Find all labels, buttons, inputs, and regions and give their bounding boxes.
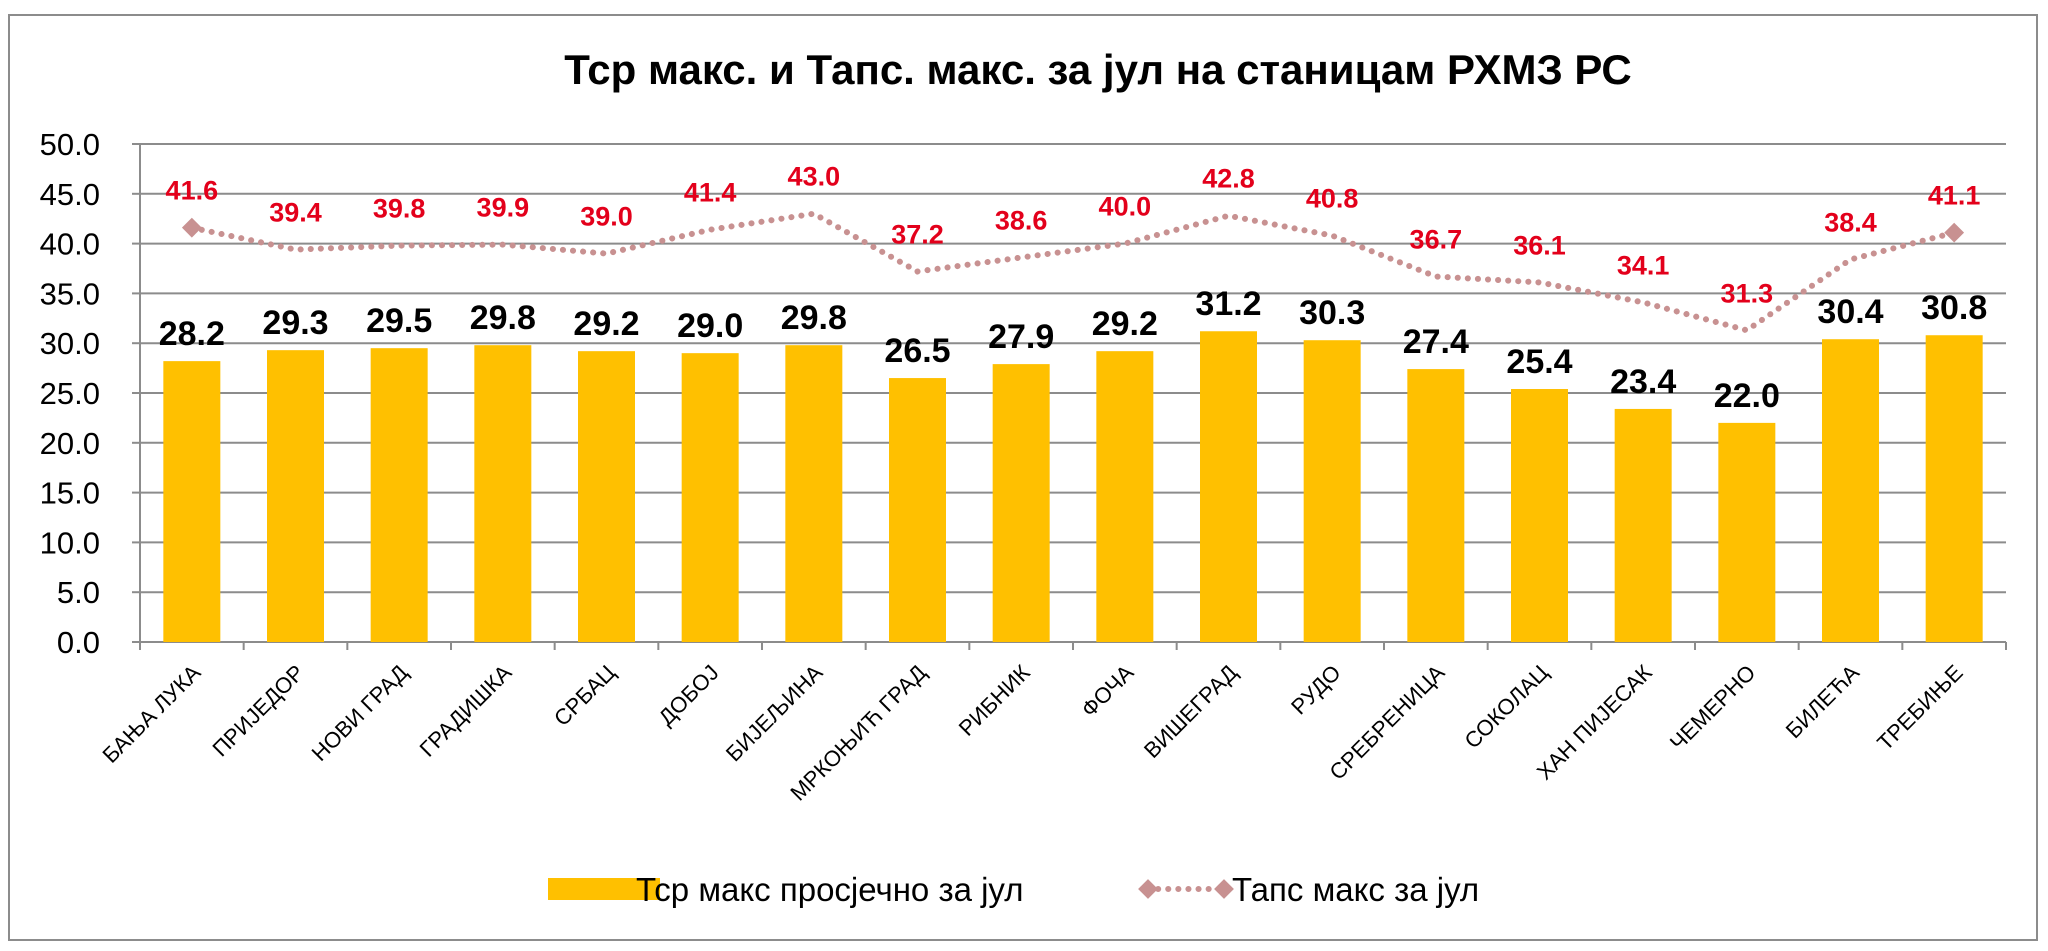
bar bbox=[1614, 408, 1672, 642]
bar bbox=[370, 348, 428, 642]
bar bbox=[163, 361, 221, 642]
bar bbox=[889, 378, 946, 642]
x-category-label: БАЊА ЛУКА bbox=[98, 660, 206, 768]
bar bbox=[578, 351, 635, 642]
x-category-label: БИЈЕЉИНА bbox=[721, 660, 828, 767]
bar-data-label: 30.3 bbox=[1299, 294, 1365, 332]
y-tick-label: 10.0 bbox=[40, 525, 100, 560]
bar bbox=[1407, 369, 1465, 642]
x-category-label: ДОБОЈ bbox=[653, 660, 723, 730]
bar bbox=[1511, 389, 1568, 642]
line-data-label: 40.8 bbox=[1306, 184, 1359, 214]
line-data-label: 38.6 bbox=[995, 206, 1048, 236]
line-data-label: 37.2 bbox=[891, 219, 944, 249]
y-tick-label: 45.0 bbox=[40, 177, 100, 212]
bar-data-label: 25.4 bbox=[1506, 343, 1572, 381]
bar-data-label: 30.4 bbox=[1817, 293, 1883, 331]
line-data-labels: 41.6 39.4 39.8 39.9 39.0 41.4 43.0 37.2 38.6 40.0… bbox=[166, 162, 1981, 309]
x-category-label: ФОЧА bbox=[1076, 660, 1138, 722]
x-category-label: НОВИ ГРАД bbox=[307, 660, 413, 766]
line-data-label: 38.4 bbox=[1824, 208, 1877, 238]
bar-data-label: 27.4 bbox=[1403, 323, 1469, 361]
x-category-label: ПРИЈЕДОР bbox=[207, 660, 309, 762]
line-marker bbox=[181, 217, 202, 238]
bar bbox=[267, 350, 324, 642]
line-marker bbox=[1944, 222, 1965, 243]
line-data-label: 39.9 bbox=[477, 193, 530, 223]
bar bbox=[1925, 335, 1983, 642]
y-tick-label: 20.0 bbox=[40, 426, 100, 461]
y-tick-label: 0.0 bbox=[57, 625, 100, 660]
line-data-label: 31.3 bbox=[1721, 278, 1774, 308]
x-category-label: РУДО bbox=[1286, 660, 1346, 720]
bar-data-label: 29.3 bbox=[262, 304, 328, 342]
bar bbox=[1718, 422, 1776, 642]
bar bbox=[1096, 351, 1154, 642]
bar-data-label: 29.2 bbox=[573, 305, 639, 343]
y-tick-label: 5.0 bbox=[57, 575, 100, 610]
y-tick-label: 25.0 bbox=[40, 376, 100, 411]
x-category-label: ЧЕМЕРНО bbox=[1665, 660, 1760, 755]
bar-series bbox=[163, 331, 1983, 642]
line-data-label: 39.0 bbox=[580, 202, 633, 232]
bar-data-label: 29.5 bbox=[366, 302, 432, 340]
y-tick-label: 35.0 bbox=[40, 276, 100, 311]
bar-data-label: 22.0 bbox=[1714, 377, 1780, 415]
legend: Тср макс просјечно за јул Тапс макс за ју… bbox=[548, 871, 1479, 908]
x-category-label: РИБНИК bbox=[954, 660, 1035, 741]
bar-data-label: 29.8 bbox=[781, 299, 847, 337]
y-tick-label: 15.0 bbox=[40, 476, 100, 511]
legend-line-marker bbox=[1214, 879, 1234, 899]
bar-data-label: 23.4 bbox=[1610, 363, 1676, 401]
bar bbox=[1200, 331, 1257, 642]
line-series bbox=[181, 210, 1965, 334]
x-category-label: СОКОЛАЦ bbox=[1459, 660, 1553, 754]
line-data-label: 41.6 bbox=[166, 176, 219, 206]
legend-line-marker bbox=[1138, 879, 1158, 899]
y-tick-label: 30.0 bbox=[40, 326, 100, 361]
y-tick-label: 50.0 bbox=[40, 127, 100, 162]
bar-data-label: 31.2 bbox=[1195, 285, 1261, 323]
line-data-label: 36.7 bbox=[1410, 224, 1463, 254]
bar bbox=[1822, 339, 1879, 642]
gridlines bbox=[132, 143, 2007, 650]
line-data-label: 34.1 bbox=[1617, 250, 1670, 280]
line-data-label: 43.0 bbox=[788, 162, 841, 192]
line-data-label: 41.4 bbox=[684, 178, 737, 208]
chart-title: Тср макс. и Тапс. макс. за јул на станиц… bbox=[564, 46, 1631, 93]
line-data-label: 39.8 bbox=[373, 194, 426, 224]
line-series-path bbox=[188, 210, 1958, 334]
bar bbox=[681, 353, 739, 642]
line-data-label: 42.8 bbox=[1202, 164, 1255, 194]
line-data-label: 39.4 bbox=[269, 198, 322, 228]
line-data-label: 36.1 bbox=[1513, 230, 1566, 260]
bar bbox=[1303, 340, 1361, 642]
y-tick-label: 40.0 bbox=[40, 227, 100, 262]
bar-data-label: 30.8 bbox=[1921, 289, 1987, 327]
y-axis-ticks: 0.0 5.0 10.0 15.0 20.0 25.0 30.0 35.0 40.0 45.0 50… bbox=[40, 127, 100, 660]
bar-data-labels: 28.2 29.3 29.5 29.8 29.2 29.0 29.8 26.5 27.9 29.2… bbox=[159, 285, 1988, 415]
x-category-label: БИЛЕЋА bbox=[1781, 660, 1865, 744]
bar-data-label: 29.0 bbox=[677, 307, 743, 345]
legend-bar-label: Тср макс просјечно за јул bbox=[636, 871, 1023, 908]
x-category-label: СРБАЦ bbox=[549, 660, 620, 731]
bar-data-label: 29.8 bbox=[470, 299, 536, 337]
line-data-label: 41.1 bbox=[1928, 181, 1981, 211]
bar-data-label: 27.9 bbox=[988, 318, 1054, 356]
x-category-label: ТРЕБИЊЕ bbox=[1872, 660, 1967, 755]
bar bbox=[474, 345, 532, 642]
bar-data-label: 29.2 bbox=[1092, 305, 1158, 343]
bar-data-label: 28.2 bbox=[159, 315, 225, 353]
legend-line-label: Тапс макс за јул bbox=[1232, 871, 1479, 908]
legend-bar-swatch bbox=[548, 878, 660, 900]
bar bbox=[785, 345, 843, 642]
bar-data-label: 26.5 bbox=[884, 332, 950, 370]
bar bbox=[992, 364, 1050, 642]
x-category-label: ГРАДИШКА bbox=[415, 660, 517, 762]
line-data-label: 40.0 bbox=[1099, 192, 1152, 222]
x-category-label: ВИШЕГРАД bbox=[1139, 660, 1242, 763]
